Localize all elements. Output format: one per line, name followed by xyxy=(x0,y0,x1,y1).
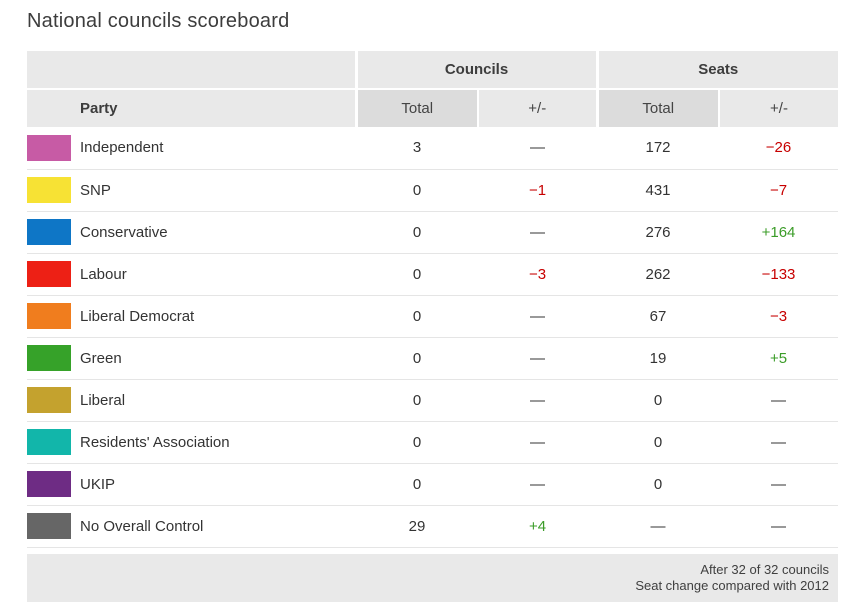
seats-total-cell: 0 xyxy=(597,379,719,422)
seats-change-cell: +164 xyxy=(719,211,838,254)
councils-change-cell: — xyxy=(478,127,597,170)
councils-change-cell: −3 xyxy=(478,253,597,296)
seats-total-cell: — xyxy=(597,505,719,548)
table-row: Independent 3 — 172 −26 xyxy=(27,127,838,170)
seats-change-cell: — xyxy=(719,379,838,422)
party-cell: Residents' Association xyxy=(27,421,356,464)
seats-total-cell: 172 xyxy=(597,127,719,170)
table-row: SNP 0 −1 431 −7 xyxy=(27,169,838,212)
party-column-header: Party xyxy=(27,88,356,127)
party-cell: Independent xyxy=(27,127,356,170)
seats-total-cell: 262 xyxy=(597,253,719,296)
group-header-row: Councils Seats xyxy=(27,51,838,89)
party-cell: Liberal xyxy=(27,379,356,422)
party-cell: UKIP xyxy=(27,463,356,506)
councils-total-cell: 0 xyxy=(356,421,478,464)
councils-change-header: +/- xyxy=(477,88,597,127)
councils-total-cell: 0 xyxy=(356,463,478,506)
party-color-swatch xyxy=(27,513,71,539)
table-row: Residents' Association 0 — 0 — xyxy=(27,421,838,464)
table-row: Liberal Democrat 0 — 67 −3 xyxy=(27,295,838,338)
councils-total-cell: 0 xyxy=(356,169,478,212)
seats-total-header: Total xyxy=(595,88,719,127)
party-color-swatch xyxy=(27,134,71,161)
councils-group-header: Councils xyxy=(354,51,597,89)
party-color-swatch xyxy=(27,261,71,287)
table-body: Independent 3 — 172 −26 SNP 0 −1 431 −7 … xyxy=(27,127,838,548)
councils-change-cell: — xyxy=(478,421,597,464)
seats-group-header: Seats xyxy=(595,51,838,89)
councils-total-cell: 29 xyxy=(356,505,478,548)
seats-total-cell: 431 xyxy=(597,169,719,212)
party-color-swatch xyxy=(27,345,71,371)
party-name: Labour xyxy=(80,265,127,283)
party-color-swatch xyxy=(27,219,71,245)
party-name: Conservative xyxy=(80,223,168,241)
party-cell: Conservative xyxy=(27,211,356,254)
party-name: UKIP xyxy=(80,475,116,493)
councils-total-cell: 0 xyxy=(356,253,478,296)
seats-total-cell: 276 xyxy=(597,211,719,254)
page-title: National councils scoreboard xyxy=(27,10,290,32)
party-color-swatch xyxy=(27,303,71,329)
councils-change-cell: — xyxy=(478,463,597,506)
councils-progress-note: After 32 of 32 councils xyxy=(700,561,829,577)
seat-change-note: Seat change compared with 2012 xyxy=(635,577,829,593)
seats-change-cell: — xyxy=(719,505,838,548)
councils-change-cell: — xyxy=(478,211,597,254)
party-cell: SNP xyxy=(27,169,356,212)
councils-total-cell: 0 xyxy=(356,379,478,422)
table-row: Green 0 — 19 +5 xyxy=(27,337,838,380)
table-footnote: After 32 of 32 councils Seat change comp… xyxy=(27,553,838,602)
seats-total-cell: 19 xyxy=(597,337,719,380)
councils-total-cell: 0 xyxy=(356,211,478,254)
councils-total-cell: 0 xyxy=(356,337,478,380)
seats-total-cell: 0 xyxy=(597,421,719,464)
councils-change-cell: — xyxy=(478,295,597,338)
councils-change-cell: +4 xyxy=(478,505,597,548)
party-name: Residents' Association xyxy=(80,433,230,451)
party-name: Green xyxy=(80,349,122,367)
scoreboard-table: Councils Seats Party Total +/- Total +/-… xyxy=(27,51,838,548)
table-row: Liberal 0 — 0 — xyxy=(27,379,838,422)
party-name: SNP xyxy=(80,181,111,199)
party-header-spacer xyxy=(27,51,356,89)
party-color-swatch xyxy=(27,387,71,413)
party-cell: No Overall Control xyxy=(27,505,356,548)
councils-total-header: Total xyxy=(354,88,478,127)
seats-change-cell: −133 xyxy=(719,253,838,296)
table-row: Conservative 0 — 276 +164 xyxy=(27,211,838,254)
table-row: No Overall Control 29 +4 — — xyxy=(27,505,838,548)
party-color-swatch xyxy=(27,471,71,497)
seats-change-header: +/- xyxy=(718,88,838,127)
party-name: Independent xyxy=(80,139,164,157)
councils-total-cell: 0 xyxy=(356,295,478,338)
councils-change-cell: — xyxy=(478,379,597,422)
table-row: UKIP 0 — 0 — xyxy=(27,463,838,506)
seats-change-cell: −3 xyxy=(719,295,838,338)
seats-change-cell: +5 xyxy=(719,337,838,380)
seats-change-cell: −7 xyxy=(719,169,838,212)
seats-change-cell: −26 xyxy=(719,127,838,170)
party-name: Liberal Democrat xyxy=(80,307,195,325)
seats-total-cell: 0 xyxy=(597,463,719,506)
party-cell: Liberal Democrat xyxy=(27,295,356,338)
party-cell: Labour xyxy=(27,253,356,296)
party-color-swatch xyxy=(27,429,71,455)
seats-total-cell: 67 xyxy=(597,295,719,338)
councils-change-cell: — xyxy=(478,337,597,380)
table-header: Councils Seats Party Total +/- Total +/- xyxy=(27,51,838,127)
table-row: Labour 0 −3 262 −133 xyxy=(27,253,838,296)
party-name: No Overall Control xyxy=(80,517,204,535)
councils-change-cell: −1 xyxy=(478,169,597,212)
party-cell: Green xyxy=(27,337,356,380)
party-name: Liberal xyxy=(80,391,126,409)
seats-change-cell: — xyxy=(719,421,838,464)
column-header-row: Party Total +/- Total +/- xyxy=(27,88,838,127)
councils-total-cell: 3 xyxy=(356,127,478,170)
party-color-swatch xyxy=(27,177,71,203)
seats-change-cell: — xyxy=(719,463,838,506)
